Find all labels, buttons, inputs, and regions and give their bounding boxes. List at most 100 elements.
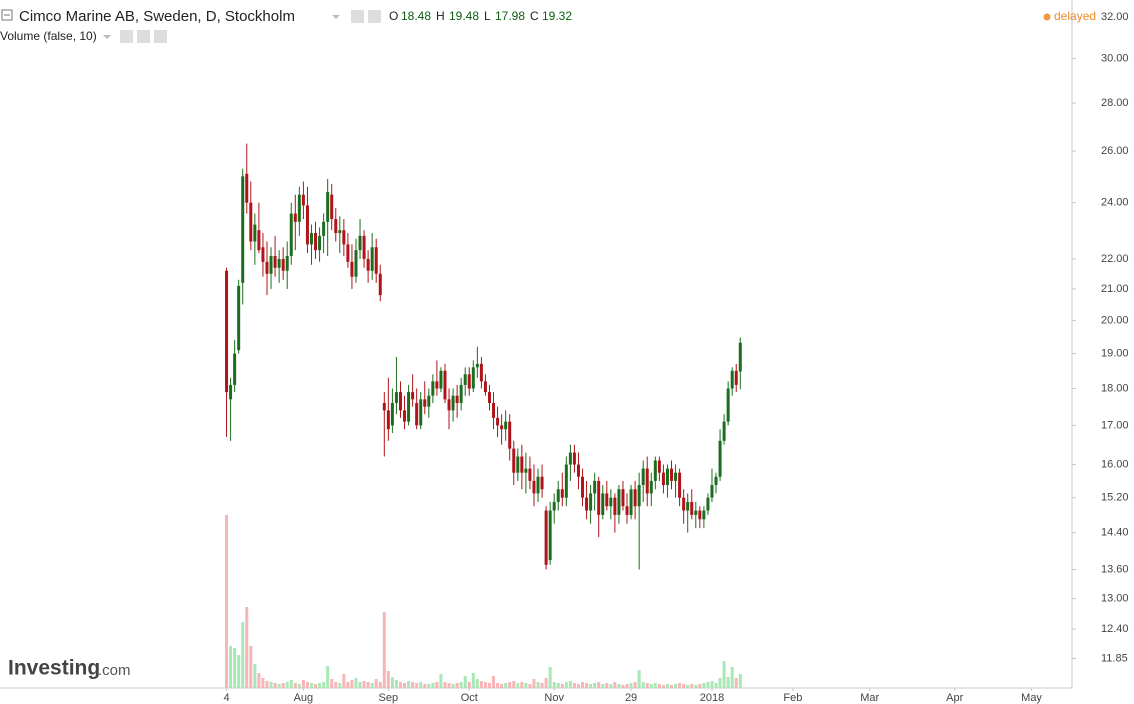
candle-body (601, 493, 605, 515)
indicator-label: Volume (false, 10) (0, 29, 97, 43)
indicator-settings[interactable] (120, 30, 133, 43)
candle-body (314, 233, 318, 251)
candle-body (698, 510, 702, 520)
volume-bar (443, 682, 447, 688)
format-button[interactable] (368, 10, 381, 23)
volume-bar (568, 681, 572, 688)
candle-body (694, 510, 698, 515)
candle-body (682, 497, 686, 511)
volume-bar (249, 646, 253, 688)
candle-body (297, 194, 301, 222)
candle-body (690, 501, 694, 515)
x-tick-label: Aug (294, 692, 314, 704)
volume-bar (447, 683, 451, 688)
candle-body (346, 244, 350, 262)
candle-body (524, 468, 528, 473)
candle-body (407, 392, 411, 422)
candle-body (613, 497, 617, 515)
volume-bar (532, 679, 536, 688)
volume-bar (516, 683, 520, 688)
indicator-remove[interactable] (154, 30, 167, 43)
candle-body (665, 468, 669, 486)
candle-body (277, 258, 281, 268)
volume-bar (435, 682, 439, 688)
indicator-menu[interactable] (103, 35, 111, 39)
volume-bar (419, 682, 423, 688)
volume-bar (390, 677, 394, 688)
volume-bar (342, 674, 346, 688)
volume-bar (540, 683, 544, 688)
y-tick-label: 19.00 (1101, 347, 1129, 359)
candle-body (678, 472, 682, 498)
volume-bar (698, 684, 702, 688)
volume-bar (593, 683, 597, 688)
volume-bar (374, 679, 378, 688)
candle-body (354, 250, 358, 277)
candle-body (597, 480, 601, 515)
volume-bar (629, 683, 633, 688)
x-tick-label: 2018 (700, 692, 724, 704)
candle-body (621, 489, 625, 507)
candle-body (706, 497, 710, 511)
volume-bar (309, 683, 313, 688)
candle-body (734, 370, 738, 385)
volume-bar (528, 684, 532, 688)
volume-bar (423, 684, 427, 688)
candle-body (301, 194, 305, 206)
candle-body (342, 230, 346, 245)
candle-body (241, 176, 245, 283)
collapse-button[interactable] (1, 9, 13, 21)
candle-body (649, 480, 653, 494)
volume-bar (463, 676, 467, 688)
indicator-format[interactable] (137, 30, 150, 43)
candle-body (378, 273, 382, 296)
volume-bar (734, 678, 738, 688)
volume-bar (674, 684, 678, 688)
candle-body (576, 464, 580, 477)
y-tick-label: 12.40 (1101, 623, 1129, 635)
candle-body (718, 440, 722, 477)
candle-body (710, 485, 714, 498)
volume-bar (572, 683, 576, 688)
volume-bar (653, 683, 657, 688)
volume-bar (589, 684, 593, 688)
ohlc-label: O (389, 9, 398, 23)
ohlc-value: 19.32 (542, 9, 572, 23)
volume-bar (690, 684, 694, 688)
volume-bar (645, 683, 649, 688)
candle-body (552, 501, 556, 511)
candle-body (471, 367, 475, 389)
volume-bar (253, 664, 257, 688)
volume-bar (492, 676, 496, 688)
candle-body (564, 464, 568, 498)
title-menu[interactable] (332, 15, 340, 19)
volume-bar (314, 684, 318, 688)
candle-body (455, 395, 459, 403)
candle-body (585, 497, 589, 511)
volume-bar (439, 674, 443, 688)
candle-body (702, 510, 706, 520)
candle-body (338, 230, 342, 234)
volume-bar (637, 670, 641, 688)
volume-bar (487, 683, 491, 688)
candle-body (560, 489, 564, 498)
candle-body (556, 489, 560, 502)
volume-bar (362, 681, 366, 688)
volume-bar (241, 622, 245, 688)
volume-bar (686, 685, 690, 688)
volume-bar (714, 683, 718, 688)
candle-body (265, 261, 269, 274)
candle-body (548, 510, 552, 561)
candle-body (500, 425, 504, 430)
volume-bar (678, 683, 682, 688)
candle-body (269, 255, 273, 274)
x-tick-label: Feb (783, 692, 802, 704)
settings-button[interactable] (351, 10, 364, 23)
brand-suffix: .com (98, 662, 131, 679)
candle-body (467, 374, 471, 389)
candle-body (293, 213, 297, 222)
volume-bar (670, 685, 674, 688)
candle-body (730, 370, 734, 389)
candle-body (605, 493, 609, 507)
